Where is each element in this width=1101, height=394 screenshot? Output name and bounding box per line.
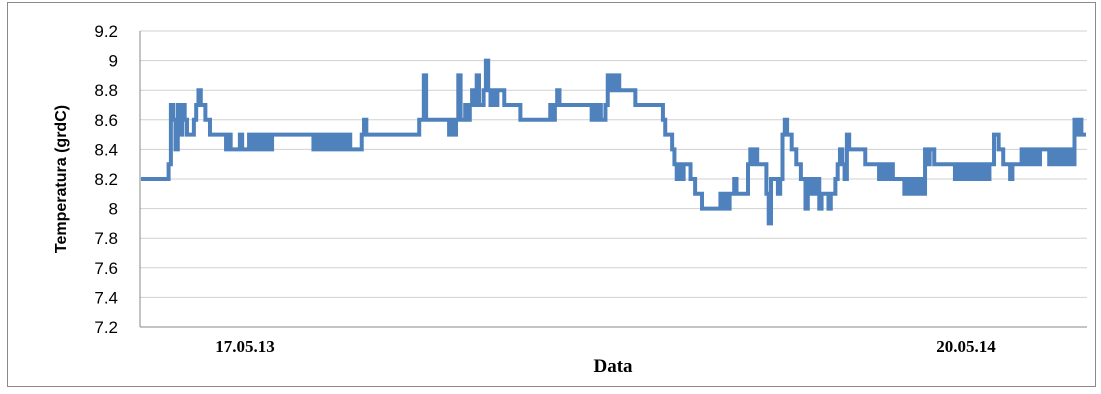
temperature-series-line	[141, 58, 1086, 226]
y-tick-label: 8.2	[94, 170, 118, 189]
x-category-label-first: 17.05.13	[215, 337, 275, 356]
y-tick-label: 7.4	[94, 288, 118, 307]
y-axis-title: Temperatura (grdC)	[53, 105, 70, 253]
x-axis-title: Data	[593, 356, 633, 377]
y-axis-tick-labels: 9.2 9 8.8 8.6 8.4 8.2 8 7.8 7.6 7.4 7.2	[94, 22, 118, 337]
y-tick-label: 9	[109, 52, 118, 71]
x-category-label-last: 20.05.14	[936, 337, 996, 356]
y-tick-label: 8.8	[94, 81, 118, 100]
y-tick-label: 7.8	[94, 229, 118, 248]
gridlines	[140, 30, 1087, 298]
y-tick-label: 8.4	[94, 140, 118, 159]
y-tick-label: 7.6	[94, 259, 118, 278]
y-tick-label: 9.2	[94, 22, 118, 41]
y-tick-label: 8.6	[94, 111, 118, 130]
y-tick-label: 8	[109, 200, 118, 219]
y-tick-label: 7.2	[94, 318, 118, 337]
x-axis-category-labels: 17.05.13 20.05.14	[215, 337, 996, 356]
